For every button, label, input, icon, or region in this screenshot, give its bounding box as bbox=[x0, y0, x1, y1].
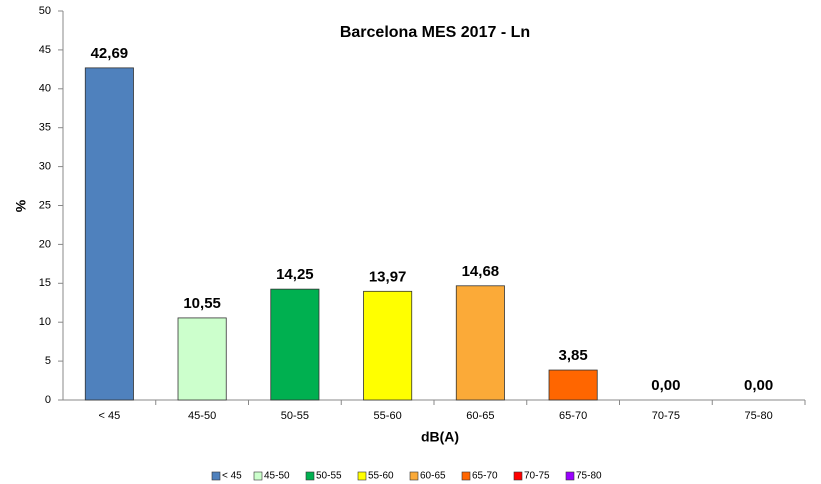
y-tick-label: 35 bbox=[39, 122, 51, 134]
y-tick-label: 0 bbox=[45, 394, 51, 406]
legend-label: < 45 bbox=[222, 471, 242, 482]
legend-label: 50-55 bbox=[316, 471, 342, 482]
legend-label: 70-75 bbox=[524, 471, 550, 482]
y-tick-label: 40 bbox=[39, 83, 51, 95]
legend-swatch bbox=[461, 471, 471, 481]
x-tick-label: 70-75 bbox=[652, 410, 680, 422]
y-tick-label: 10 bbox=[39, 316, 51, 328]
x-tick-label: < 45 bbox=[99, 410, 121, 422]
value-label: 0,00 bbox=[651, 377, 680, 394]
bar bbox=[455, 285, 505, 401]
y-tick-label: 20 bbox=[39, 238, 51, 250]
bar bbox=[548, 369, 598, 401]
value-label: 13,97 bbox=[369, 268, 407, 285]
y-tick-label: 5 bbox=[45, 355, 51, 367]
legend-swatch bbox=[513, 471, 523, 481]
bar bbox=[363, 290, 413, 401]
value-label: 42,69 bbox=[91, 45, 129, 62]
legend-swatch bbox=[305, 471, 315, 481]
y-tick-label: 15 bbox=[39, 277, 51, 289]
x-tick-label: 50-55 bbox=[281, 410, 309, 422]
y-tick-label: 45 bbox=[39, 44, 51, 56]
x-tick-label: 60-65 bbox=[466, 410, 494, 422]
legend-label: 65-70 bbox=[472, 471, 498, 482]
value-label: 10,55 bbox=[183, 295, 221, 312]
legend-swatch bbox=[409, 471, 419, 481]
bar bbox=[177, 317, 227, 401]
bar bbox=[84, 67, 134, 401]
legend-label: 75-80 bbox=[576, 471, 602, 482]
x-tick-label: 65-70 bbox=[559, 410, 587, 422]
legend-swatch bbox=[357, 471, 367, 481]
chart-title: Barcelona MES 2017 - Ln bbox=[340, 24, 530, 41]
value-label: 3,85 bbox=[559, 347, 588, 364]
bar bbox=[270, 288, 320, 401]
legend-label: 60-65 bbox=[420, 471, 446, 482]
value-label: 14,68 bbox=[462, 263, 500, 280]
x-tick-label: 75-80 bbox=[745, 410, 773, 422]
legend-swatch bbox=[565, 471, 575, 481]
value-label: 0,00 bbox=[744, 377, 773, 394]
y-tick-label: 25 bbox=[39, 199, 51, 211]
y-tick-label: 30 bbox=[39, 161, 51, 173]
x-tick-label: 45-50 bbox=[188, 410, 216, 422]
y-tick-label: 50 bbox=[39, 5, 51, 17]
x-axis-label: dB(A) bbox=[421, 429, 459, 445]
legend-swatch bbox=[253, 471, 263, 481]
y-axis-label: % bbox=[13, 199, 29, 212]
value-label: 14,25 bbox=[276, 266, 314, 283]
x-tick-label: 55-60 bbox=[374, 410, 402, 422]
legend-label: 45-50 bbox=[264, 471, 290, 482]
legend-swatch bbox=[211, 471, 221, 481]
legend-label: 55-60 bbox=[368, 471, 394, 482]
